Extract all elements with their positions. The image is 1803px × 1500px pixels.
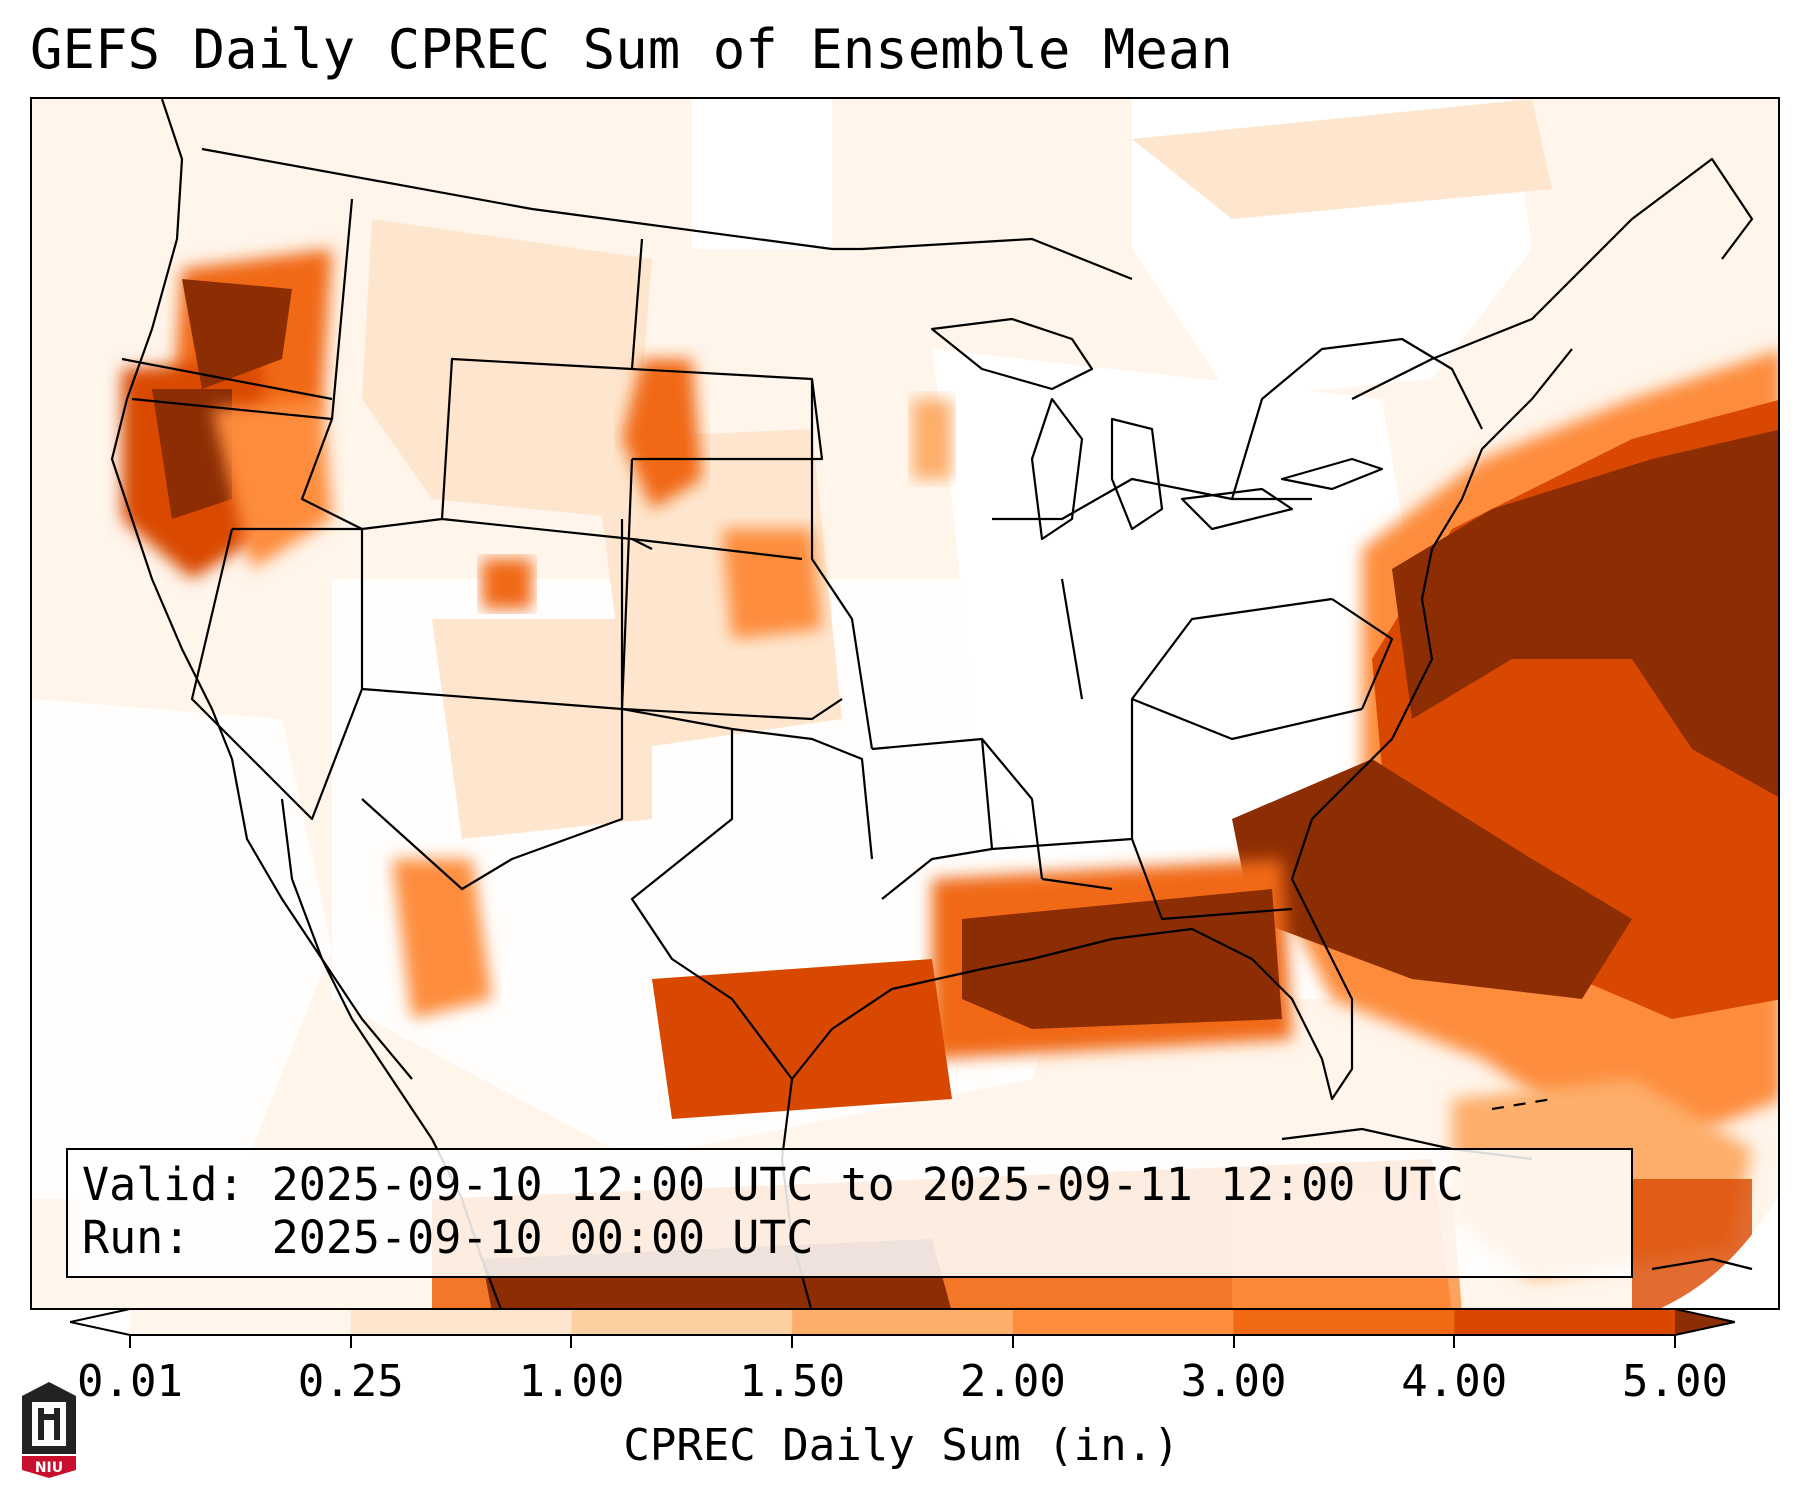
run-line: Run: 2025-09-10 00:00 UTC	[82, 1211, 814, 1264]
colorbar-tick	[791, 1336, 794, 1348]
precipitation-map	[30, 97, 1780, 1310]
colorbar-extend-low	[70, 1309, 130, 1335]
colorbar-tick-label: 1.00	[518, 1356, 625, 1407]
niu-logo-text: NIU	[35, 1460, 63, 1476]
colorbar-tick-label: 2.00	[959, 1356, 1066, 1407]
colorbar-tick	[570, 1336, 573, 1348]
map-title: GEFS Daily CPREC Sum of Ensemble Mean	[30, 18, 1233, 81]
colorbar-segment	[130, 1309, 352, 1335]
colorbar-extend-high	[1675, 1309, 1735, 1335]
colorbar-tick	[1674, 1336, 1676, 1348]
colorbar-tick	[349, 1336, 352, 1348]
colorbar-tick-label: 4.00	[1401, 1356, 1508, 1407]
colorbar-tick-label: 1.50	[739, 1356, 846, 1407]
colorbar-tick	[129, 1336, 131, 1348]
colorbar-tick-label: 5.00	[1622, 1356, 1728, 1407]
colorbar-tick-label: 3.00	[1180, 1356, 1287, 1407]
niu-logo: NIU	[22, 1382, 76, 1478]
map-canvas	[32, 99, 1778, 1308]
precip-field	[32, 99, 1778, 1308]
colorbar-tick	[1453, 1336, 1456, 1348]
colorbar	[70, 1308, 1735, 1336]
colorbar-tick-label: 0.25	[297, 1356, 404, 1407]
colorbar-label: CPREC Daily Sum (in.)	[623, 1420, 1180, 1471]
valid-line: Valid: 2025-09-10 12:00 UTC to 2025-09-1…	[82, 1158, 1464, 1211]
colorbar-tick	[1011, 1336, 1014, 1348]
colorbar-tick-label: 0.01	[77, 1356, 183, 1407]
colorbar-segment	[350, 1309, 572, 1335]
colorbar-segment	[571, 1309, 793, 1335]
colorbar-tick	[1232, 1336, 1235, 1348]
valid-run-info-box: Valid: 2025-09-10 12:00 UTC to 2025-09-1…	[66, 1148, 1633, 1278]
colorbar-segment	[1233, 1309, 1455, 1335]
colorbar-segment	[1454, 1309, 1676, 1335]
colorbar-segment	[1012, 1309, 1235, 1335]
colorbar-segment	[792, 1309, 1014, 1335]
